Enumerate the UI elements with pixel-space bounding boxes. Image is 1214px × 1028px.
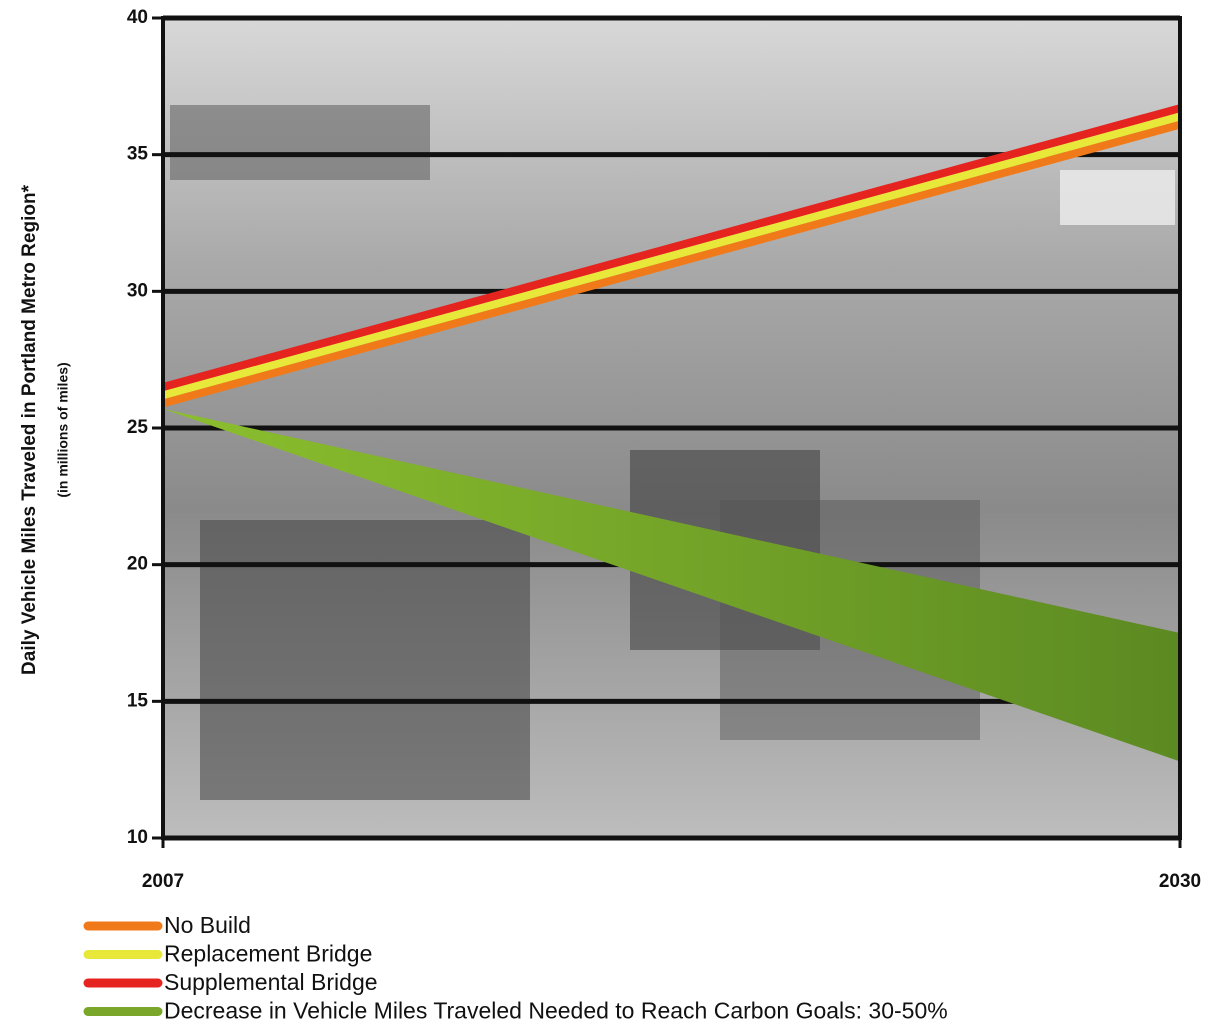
- y-tick-label: 20: [127, 554, 148, 575]
- y-tick-label: 15: [127, 690, 149, 711]
- photo-sign: [170, 105, 430, 180]
- y-axis-label: Daily Vehicle Miles Traveled in Portland…: [19, 184, 40, 675]
- legend-label: Replacement Bridge: [164, 941, 372, 967]
- photo-sign: [1060, 170, 1175, 225]
- legend-label: Supplemental Bridge: [164, 969, 378, 995]
- series-line: [161, 112, 1182, 400]
- y-tick-label: 40: [127, 7, 148, 28]
- y-tick-label: 10: [127, 827, 148, 848]
- marks: [161, 104, 1182, 762]
- series-line: [161, 104, 1182, 391]
- photo-car: [200, 520, 530, 800]
- y-axis-sublabel: (in millions of miles): [55, 362, 71, 497]
- series-line: [161, 120, 1182, 408]
- y-tick-label: 35: [127, 144, 149, 165]
- band-area: [163, 408, 1180, 762]
- y-tick-label: 30: [127, 280, 148, 301]
- x-tick-label: 2030: [1159, 871, 1201, 892]
- legend-label: Decrease in Vehicle Miles Traveled Neede…: [164, 998, 948, 1024]
- y-tick-label: 25: [127, 417, 149, 438]
- legend-label: No Build: [164, 912, 251, 938]
- x-tick-label: 2007: [142, 871, 184, 892]
